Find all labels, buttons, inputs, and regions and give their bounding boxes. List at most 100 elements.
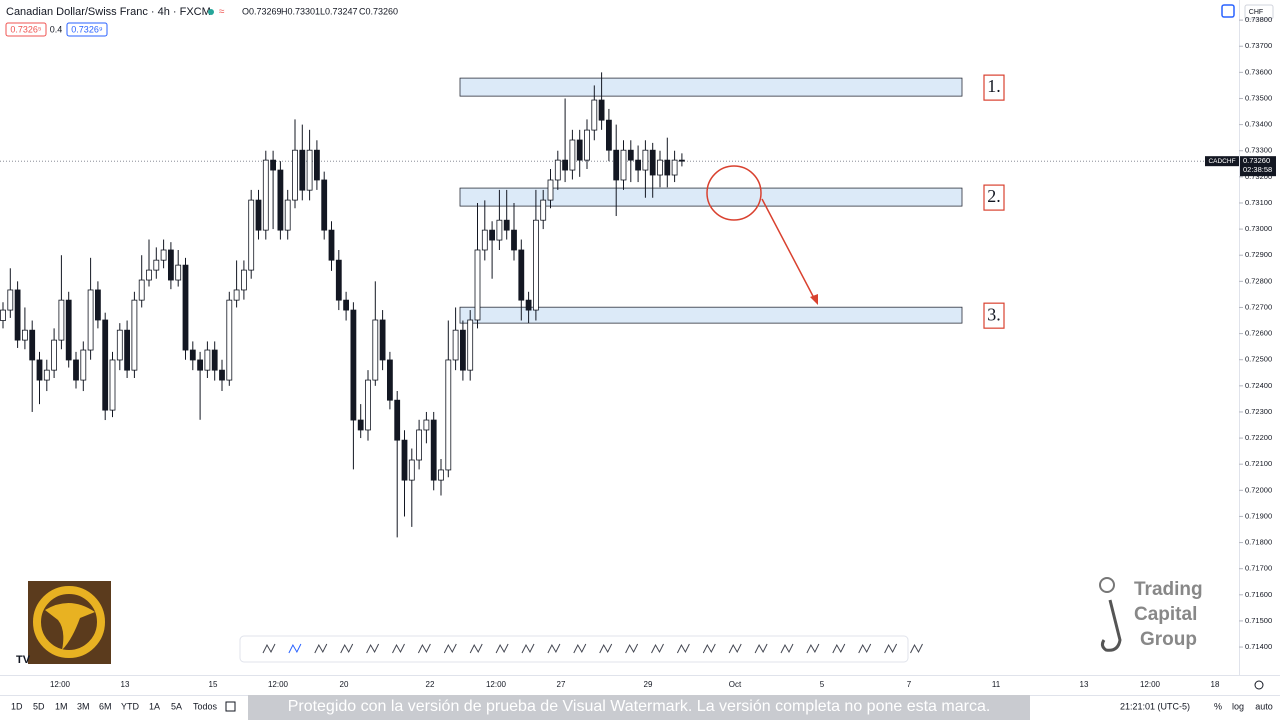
x-tick-label: 20 <box>340 680 349 689</box>
tool-icon[interactable] <box>417 643 431 654</box>
candle-body <box>240 269 247 291</box>
candle-body <box>350 309 357 421</box>
candle-body <box>540 199 547 221</box>
ask[interactable]: 0.7326⁹ <box>71 24 103 34</box>
tool-icon[interactable] <box>469 643 483 654</box>
settings-icon[interactable] <box>1254 680 1264 690</box>
range-button[interactable]: 1M <box>55 701 68 711</box>
zone-label: 3. <box>987 304 1001 324</box>
y-tick-label: 0.73500 <box>1245 93 1272 102</box>
candle-body <box>562 159 568 171</box>
tool-icon[interactable] <box>392 643 405 654</box>
bid-box[interactable] <box>5 22 47 37</box>
tool-icon[interactable] <box>884 643 898 654</box>
tool-icon[interactable] <box>314 643 328 654</box>
tool-icon[interactable] <box>521 643 535 654</box>
x-tick-label: Oct <box>729 680 742 689</box>
candle-body <box>357 419 364 431</box>
clock: 21:21:01 (UTC-5) <box>1120 701 1190 711</box>
ask-box[interactable] <box>66 22 108 37</box>
candle-body <box>489 229 496 241</box>
scale-option[interactable]: auto <box>1255 701 1273 711</box>
tool-icon[interactable] <box>625 643 639 654</box>
x-tick-label: 7 <box>907 680 912 689</box>
x-tick-label: 12:00 <box>1140 680 1161 689</box>
x-tick-label: 13 <box>121 680 130 689</box>
candle-body <box>503 219 510 231</box>
tool-icon[interactable] <box>547 643 561 654</box>
candle-body <box>613 149 620 181</box>
tool-icon[interactable] <box>495 643 509 654</box>
y-tick-label: 0.73700 <box>1245 41 1272 50</box>
tool-icon[interactable] <box>262 643 276 654</box>
range-button[interactable]: 5D <box>33 701 45 711</box>
tool-icon[interactable] <box>806 643 820 654</box>
candle-body <box>167 249 174 281</box>
highlight-circle <box>706 165 762 221</box>
tool-icon[interactable] <box>573 643 587 654</box>
ohlc-value: L0.73247 <box>320 6 358 16</box>
tool-icon[interactable] <box>858 643 872 654</box>
brand-hook <box>1100 599 1122 652</box>
scale-option[interactable]: log <box>1232 701 1244 711</box>
currency-box[interactable] <box>1244 4 1274 20</box>
range-button[interactable]: 1A <box>149 701 160 711</box>
tool-icon[interactable] <box>651 643 664 654</box>
tool-icon[interactable] <box>676 643 690 654</box>
tool-icon[interactable] <box>599 643 613 654</box>
range-button[interactable]: 3M <box>77 701 90 711</box>
candle-body <box>657 159 663 176</box>
tool-icon[interactable] <box>728 643 742 654</box>
ohlc-value: O0.73269 <box>242 6 282 16</box>
plot: 1. 2. 3. <box>0 72 1239 538</box>
y-tick-label: 0.71800 <box>1245 538 1272 547</box>
zone-label: 1. <box>987 76 1001 96</box>
bid[interactable]: 0.7326⁵ <box>10 24 42 34</box>
eagle-ring <box>33 586 105 658</box>
tool-icon[interactable] <box>832 643 846 654</box>
tool-icon[interactable] <box>443 643 457 654</box>
scale-option[interactable]: % <box>1214 701 1222 711</box>
tool-icon[interactable] <box>754 643 768 654</box>
y-tick-label: 0.72200 <box>1245 433 1272 442</box>
zone-label: 2. <box>987 186 1001 206</box>
ohlc-row: O0.73269 H0.73301 L0.73247 C0.73260 <box>242 6 398 16</box>
x-tick-label: 12:00 <box>50 680 71 689</box>
range-button[interactable]: Todos <box>193 701 218 711</box>
sync-icon[interactable] <box>1221 4 1235 18</box>
zone-label-box <box>983 74 1005 101</box>
tool-icon[interactable] <box>910 643 923 654</box>
calendar-icon[interactable] <box>225 701 236 712</box>
brand-line: Group <box>1140 629 1197 650</box>
x-tick-label: 29 <box>644 680 653 689</box>
currency[interactable]: CHF <box>1249 9 1263 16</box>
candle-body <box>547 179 554 201</box>
candle-body <box>635 159 641 171</box>
y-tick-label: 0.73800 <box>1245 15 1272 24</box>
candle-body <box>292 149 298 201</box>
tool-icon[interactable] <box>780 643 794 654</box>
tool-icon[interactable] <box>366 643 380 654</box>
watermark-bar <box>248 695 1030 720</box>
overlay <box>706 165 818 305</box>
tool-icon[interactable] <box>340 643 354 654</box>
y-tick-label: 0.73600 <box>1245 67 1272 76</box>
range-button[interactable]: 5A <box>171 701 182 711</box>
tool-icon[interactable] <box>288 643 302 654</box>
range-button[interactable]: 6M <box>99 701 112 711</box>
candle-body <box>14 289 21 341</box>
candle-body <box>591 99 598 131</box>
candle-body <box>124 329 130 371</box>
range-buttons: 1D 5D 1M 3M 6M YTD 1A 5A Todos <box>11 701 236 712</box>
status-dot <box>208 9 214 15</box>
candle-body <box>255 199 262 231</box>
tool-icon[interactable] <box>702 643 716 654</box>
candle-body <box>65 299 72 361</box>
y-tick-label: 0.73200 <box>1245 172 1272 181</box>
eagle-head <box>45 602 95 650</box>
y-tick-label: 0.73100 <box>1245 198 1272 207</box>
candle-body <box>138 279 145 301</box>
range-button[interactable]: YTD <box>121 701 140 711</box>
candle-body <box>197 359 204 371</box>
range-button[interactable]: 1D <box>11 701 23 711</box>
